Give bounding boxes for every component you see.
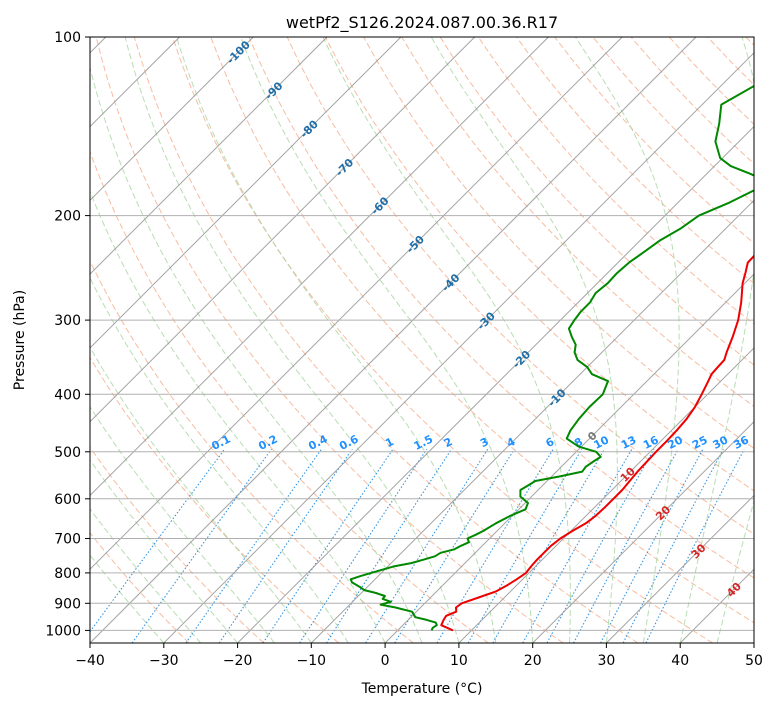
isotherm-line bbox=[310, 199, 754, 643]
sounding-profiles bbox=[349, 84, 754, 632]
dry-adiabat-line bbox=[516, 37, 754, 285]
isotherm-line bbox=[90, 37, 549, 497]
y-tick-label: 100 bbox=[54, 30, 81, 46]
moist-adiabat-line bbox=[90, 276, 349, 643]
y-tick-label: 400 bbox=[54, 387, 81, 403]
moist-adiabat-line bbox=[574, 37, 680, 643]
y-tick-label: 800 bbox=[54, 566, 81, 582]
moist-adiabat-line bbox=[90, 65, 423, 643]
dry-adiabat-line bbox=[401, 37, 754, 408]
isotherm-line bbox=[90, 37, 328, 275]
moist-adiabat-line bbox=[322, 37, 571, 643]
isotherms bbox=[90, 37, 754, 643]
isotherm-line bbox=[90, 37, 402, 349]
isotherm-line bbox=[90, 37, 623, 570]
dry-adiabat-line bbox=[133, 37, 639, 643]
mixing-ratio-line bbox=[622, 448, 724, 643]
moist-adiabat-line bbox=[124, 37, 460, 643]
y-tick-label: 200 bbox=[54, 209, 81, 225]
moist-adiabat-line bbox=[90, 189, 386, 643]
dry-adiabat-line bbox=[477, 37, 754, 325]
mixing-ratio-label: 13 bbox=[619, 433, 639, 452]
mixing-ratio-line bbox=[131, 448, 272, 643]
y-tick-label: 300 bbox=[54, 313, 81, 329]
mixing-ratio-line bbox=[492, 448, 605, 643]
x-tick-label: 20 bbox=[524, 653, 542, 669]
isotherm-line bbox=[458, 347, 754, 643]
x-tick-label: −30 bbox=[149, 653, 179, 669]
y-tick-label: 700 bbox=[54, 532, 81, 548]
x-axis-label: Temperature (°C) bbox=[361, 681, 483, 697]
mixing-ratio-label: 10 bbox=[592, 433, 612, 452]
mixing-ratio-line bbox=[299, 448, 428, 643]
isotherm-line bbox=[237, 125, 754, 643]
x-tick-label: 0 bbox=[381, 653, 390, 669]
moist-adiabat-line bbox=[90, 346, 312, 643]
moist-adiabat-line bbox=[90, 459, 238, 643]
moist-adiabat-line bbox=[90, 554, 165, 643]
y-tick-label: 1000 bbox=[45, 623, 81, 639]
mixing-ratio-line bbox=[467, 448, 583, 643]
mixing-ratio-line bbox=[90, 448, 226, 633]
mixing-ratio-line bbox=[394, 448, 515, 643]
dry-adiabat-line bbox=[95, 37, 564, 643]
mixing-ratio-line bbox=[325, 448, 452, 643]
moist-adiabat-line bbox=[90, 508, 202, 643]
y-tick-label: 900 bbox=[54, 596, 81, 612]
mixing-ratio-line bbox=[262, 448, 394, 643]
y-tick-label: 500 bbox=[54, 445, 81, 461]
dry-adiabat-line bbox=[363, 37, 754, 449]
dewpoint-profile bbox=[349, 84, 754, 631]
moist-adiabat-line bbox=[90, 405, 275, 643]
mixing-ratio-label: 36 bbox=[731, 433, 751, 452]
mixing-ratio-lines bbox=[90, 448, 745, 643]
moist-adiabats bbox=[90, 37, 754, 643]
moist-adiabat-line bbox=[679, 37, 754, 643]
x-tick-label: 30 bbox=[597, 653, 615, 669]
mixing-ratio-line bbox=[218, 448, 353, 643]
isotherm-line bbox=[606, 494, 754, 643]
mixing-ratio-line bbox=[185, 448, 322, 643]
y-axis-ticks: 100 200 300 400 500 600 700 800 900 1000 bbox=[45, 30, 90, 639]
plot-frame bbox=[89, 36, 755, 644]
mixing-ratio-line bbox=[600, 448, 704, 643]
isotherm-line bbox=[384, 273, 754, 643]
x-tick-label: −20 bbox=[223, 653, 253, 669]
y-tick-label: 600 bbox=[54, 492, 81, 508]
y-axis-label: Pressure (hPa) bbox=[12, 290, 28, 390]
dry-adiabat-line bbox=[90, 446, 265, 643]
pressure-gridlines bbox=[90, 215, 754, 631]
x-tick-label: −10 bbox=[297, 653, 327, 669]
dry-adiabat-line bbox=[90, 150, 489, 643]
mixing-ratio-label: 16 bbox=[641, 433, 661, 452]
x-tick-label: 40 bbox=[671, 653, 689, 669]
isotherm-line bbox=[90, 37, 476, 423]
temperature-profile bbox=[440, 254, 754, 632]
x-tick-label: 50 bbox=[745, 653, 763, 669]
mixing-ratio-label: 30 bbox=[711, 433, 731, 452]
isotherm-line bbox=[163, 52, 754, 643]
isotherm-line bbox=[90, 37, 254, 202]
x-axis-ticks: −40 −30 −20 −10 0 10 20 30 40 50 bbox=[75, 643, 763, 669]
isotherm-line bbox=[532, 420, 754, 643]
isotherm-line bbox=[90, 37, 697, 643]
mixing-ratio-label: 25 bbox=[690, 433, 710, 452]
dry-adiabat-line bbox=[90, 356, 339, 643]
moist-adiabat-line bbox=[176, 37, 497, 643]
moist-adiabat-line bbox=[430, 37, 618, 643]
dry-adiabat-line bbox=[439, 37, 754, 366]
x-tick-label: 10 bbox=[450, 653, 468, 669]
plot-area: 0.1 0.2 0.4 0.6 1 1.5 2 3 4 6 8 10 13 16 20 25 30 36 -100… bbox=[90, 37, 754, 643]
chart-title: wetPf2_S126.2024.087.00.36.R17 bbox=[286, 13, 558, 33]
mixing-ratio-line bbox=[436, 448, 554, 643]
dry-adiabat-line bbox=[210, 37, 754, 624]
x-tick-label: −40 bbox=[75, 653, 105, 669]
dry-adiabat-line bbox=[90, 532, 190, 643]
moist-adiabat-line bbox=[240, 37, 534, 643]
